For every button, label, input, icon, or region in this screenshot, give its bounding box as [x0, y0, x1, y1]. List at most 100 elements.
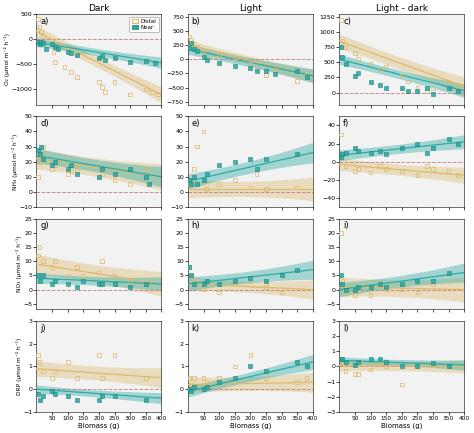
Point: [48, 166, 56, 173]
Text: e): e): [191, 119, 200, 128]
Point: [36, 41, 44, 48]
Point: [246, 278, 254, 284]
Point: [398, 286, 406, 293]
Point: [111, 176, 118, 183]
Point: [126, 166, 134, 173]
Point: [414, 172, 421, 179]
Point: [187, 272, 195, 279]
Point: [193, 43, 201, 50]
Point: [376, 360, 384, 367]
Point: [354, 69, 362, 76]
Point: [429, 360, 437, 367]
Point: [36, 278, 44, 284]
Point: [351, 145, 359, 152]
Point: [339, 281, 346, 288]
Point: [186, 181, 193, 188]
Title: Light: Light: [239, 4, 262, 13]
Point: [262, 374, 270, 381]
Y-axis label: NO₃ (μmol m⁻² h⁻¹): NO₃ (μmol m⁻² h⁻¹): [16, 236, 22, 292]
Point: [404, 78, 412, 85]
Point: [445, 78, 452, 85]
Point: [95, 54, 103, 61]
Point: [262, 72, 270, 79]
Point: [203, 281, 210, 288]
Point: [34, 16, 42, 23]
Point: [200, 286, 207, 293]
Point: [231, 62, 238, 69]
Point: [337, 272, 345, 279]
Point: [376, 281, 384, 288]
Point: [354, 165, 362, 172]
Point: [187, 388, 195, 395]
Point: [383, 363, 390, 370]
Point: [215, 161, 223, 168]
Point: [246, 155, 254, 162]
Point: [64, 272, 72, 279]
Point: [126, 181, 134, 188]
Point: [151, 60, 159, 67]
Point: [383, 286, 390, 293]
Point: [187, 36, 195, 43]
Point: [354, 56, 362, 63]
Point: [111, 281, 118, 288]
Point: [73, 164, 81, 171]
Point: [339, 355, 346, 362]
Point: [398, 167, 406, 174]
Point: [55, 46, 62, 53]
Point: [200, 281, 207, 288]
Point: [98, 170, 106, 177]
Point: [142, 86, 149, 93]
Point: [187, 272, 195, 279]
Point: [351, 292, 359, 299]
Point: [367, 60, 374, 67]
Point: [98, 166, 106, 173]
Point: [351, 72, 359, 79]
Point: [186, 176, 193, 183]
Point: [293, 379, 301, 386]
Point: [155, 91, 162, 98]
Point: [186, 263, 193, 270]
X-axis label: Biomass (g): Biomass (g): [381, 422, 422, 429]
Point: [39, 368, 46, 375]
Point: [337, 355, 345, 362]
Point: [293, 68, 301, 74]
Point: [246, 60, 254, 67]
Text: f): f): [343, 119, 349, 128]
Point: [64, 48, 72, 55]
Point: [376, 66, 384, 73]
Point: [39, 155, 46, 162]
Point: [73, 74, 81, 81]
Point: [253, 166, 260, 173]
Point: [34, 352, 42, 359]
Point: [36, 397, 44, 404]
Point: [429, 278, 437, 284]
Point: [111, 55, 118, 62]
Point: [191, 383, 198, 390]
Point: [36, 158, 44, 165]
Text: a): a): [40, 16, 49, 26]
Point: [193, 143, 201, 150]
Point: [339, 360, 346, 367]
Point: [231, 158, 238, 165]
Point: [262, 278, 270, 284]
Point: [98, 52, 106, 59]
Point: [200, 374, 207, 381]
Point: [142, 166, 149, 173]
Point: [64, 170, 72, 177]
Point: [376, 147, 384, 154]
Point: [98, 84, 106, 90]
Text: c): c): [343, 16, 351, 26]
Point: [39, 40, 46, 47]
Point: [34, 252, 42, 259]
Point: [193, 48, 201, 55]
Point: [231, 278, 238, 284]
Point: [414, 87, 421, 94]
Point: [73, 52, 81, 59]
Point: [111, 78, 118, 85]
Point: [186, 33, 193, 40]
Point: [142, 281, 149, 288]
Point: [262, 283, 270, 290]
Point: [337, 154, 345, 161]
Point: [186, 386, 193, 393]
Point: [203, 383, 210, 390]
